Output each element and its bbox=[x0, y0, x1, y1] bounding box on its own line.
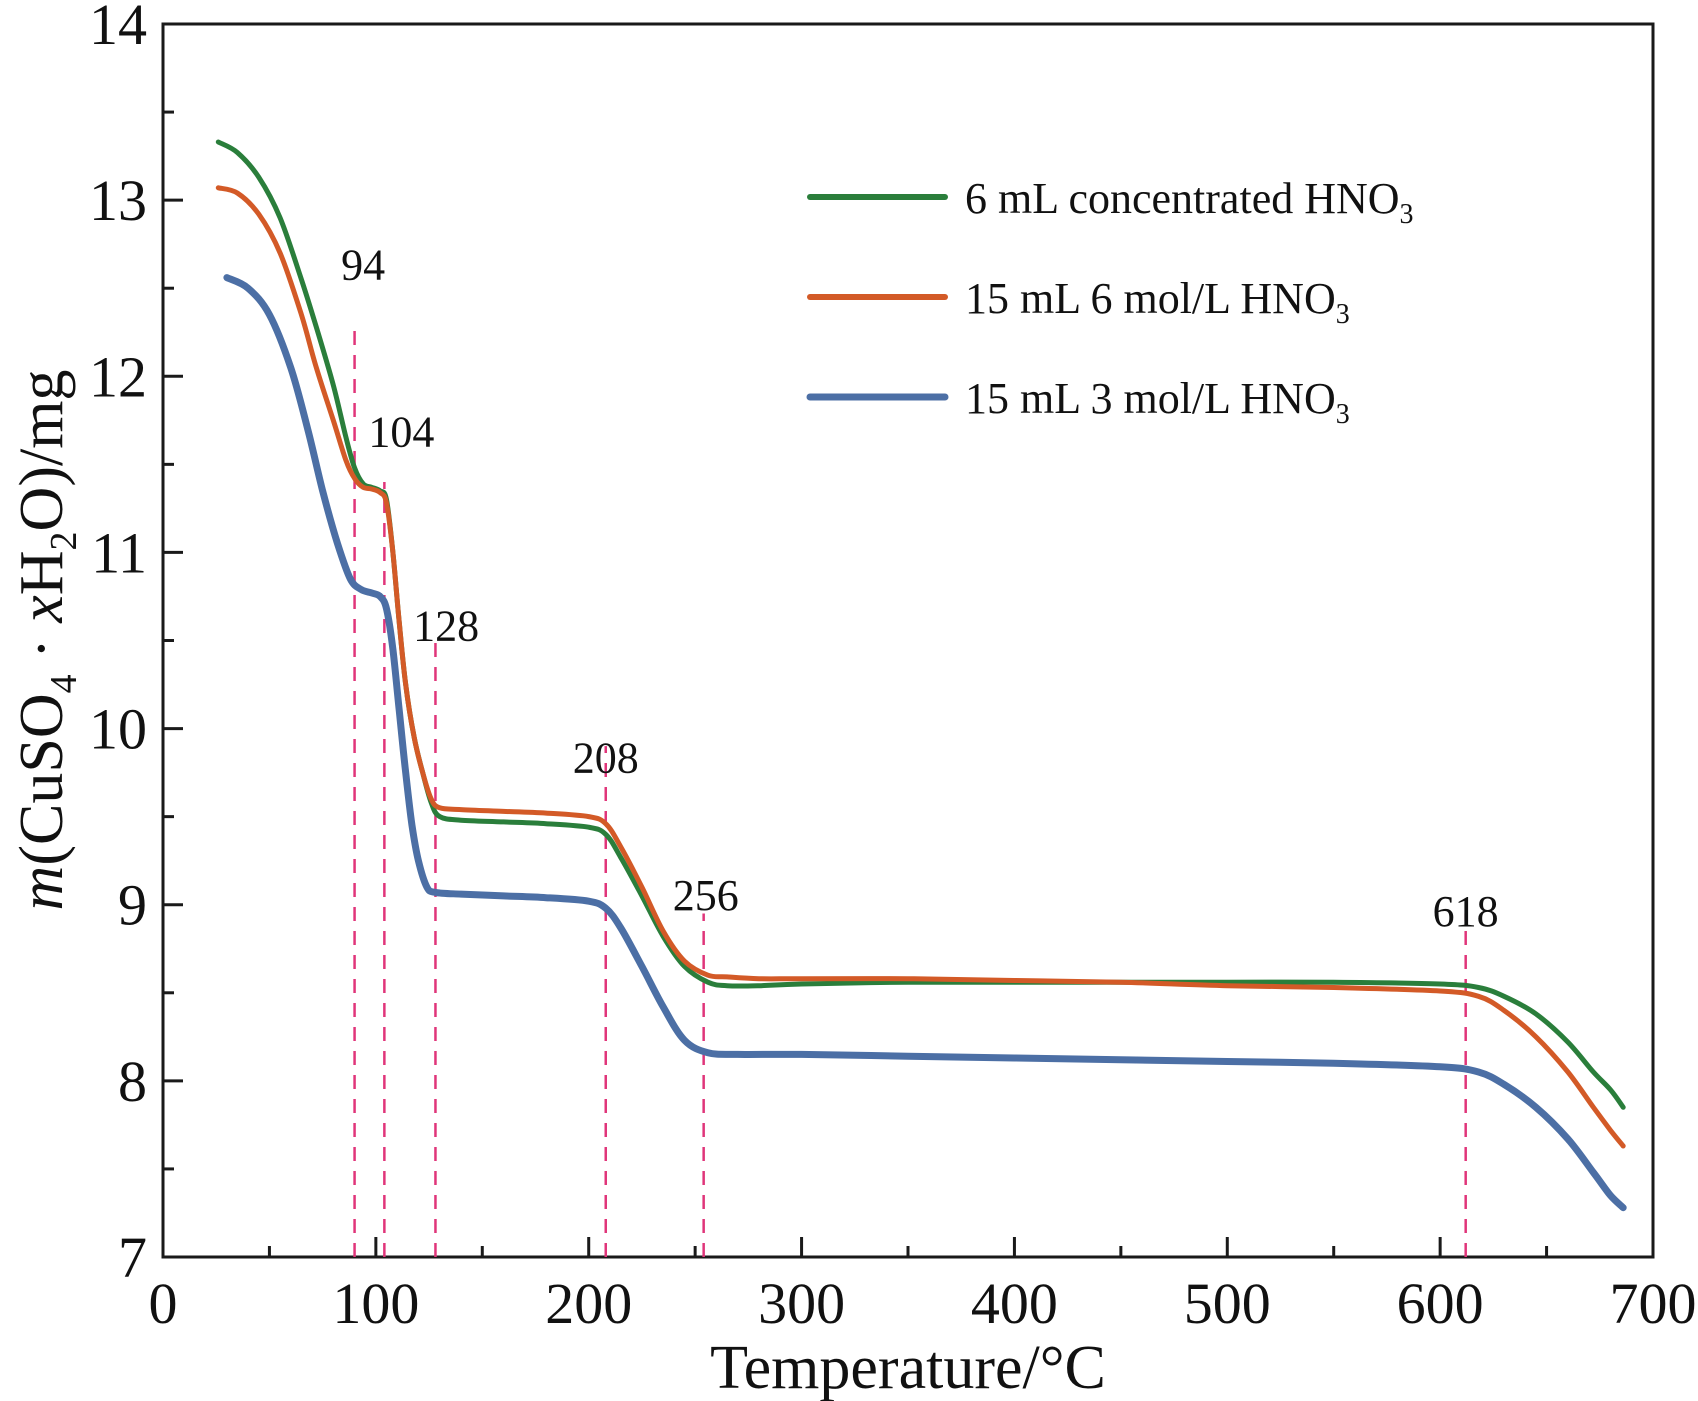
x-tick-label-300: 300 bbox=[758, 1271, 845, 1336]
y-tick-label-13: 13 bbox=[89, 168, 147, 233]
plot-frame bbox=[161, 22, 1655, 1259]
axis-ticks: 0 100 200 300 400 500 600 700 7 8 9 10 11 12 13 14 bbox=[89, 0, 1697, 1336]
x-tick-label-100: 100 bbox=[332, 1271, 419, 1336]
y-tick-label-12: 12 bbox=[89, 344, 147, 409]
x-tick-label-500: 500 bbox=[1184, 1271, 1271, 1336]
x-tick-label-700: 700 bbox=[1610, 1271, 1697, 1336]
series-line-green bbox=[215, 139, 1626, 1110]
annotation-94: 94 bbox=[341, 240, 385, 289]
legend-label-blue: 15 mL 3 mol/L HNO3 bbox=[965, 374, 1350, 430]
series-line-orange bbox=[215, 185, 1626, 1149]
annotation-256: 256 bbox=[673, 871, 739, 920]
legend-label-orange: 15 mL 6 mol/L HNO3 bbox=[965, 274, 1350, 330]
series-lines bbox=[215, 139, 1627, 1212]
x-tick-label-400: 400 bbox=[971, 1271, 1058, 1336]
y-tick-label-11: 11 bbox=[91, 520, 147, 585]
temperature-annotations: 94 104 128 208 256 618 bbox=[341, 240, 1499, 935]
series-line-blue bbox=[223, 274, 1627, 1212]
x-tick-label-600: 600 bbox=[1397, 1271, 1484, 1336]
y-tick-label-8: 8 bbox=[118, 1049, 147, 1114]
x-tick-label-0: 0 bbox=[149, 1271, 178, 1336]
guide-lines bbox=[353, 323, 1467, 1257]
legend: 6 mL concentrated HNO3 15 mL 6 mol/L HNO… bbox=[806, 174, 1414, 430]
annotation-618: 618 bbox=[1433, 887, 1499, 936]
annotation-104: 104 bbox=[368, 408, 434, 457]
y-axis-title: m(CuSO4 · xH2O)/mg bbox=[8, 370, 85, 911]
x-tick-label-200: 200 bbox=[545, 1271, 632, 1336]
annotation-128: 128 bbox=[413, 602, 479, 651]
legend-label-green: 6 mL concentrated HNO3 bbox=[965, 174, 1414, 230]
y-tick-label-10: 10 bbox=[89, 697, 147, 762]
y-tick-label-9: 9 bbox=[118, 873, 147, 938]
annotation-208: 208 bbox=[573, 734, 639, 783]
y-tick-label-7: 7 bbox=[118, 1225, 147, 1290]
y-tick-label-14: 14 bbox=[89, 0, 147, 57]
x-axis-title: Temperature/°C bbox=[710, 1334, 1106, 1401]
